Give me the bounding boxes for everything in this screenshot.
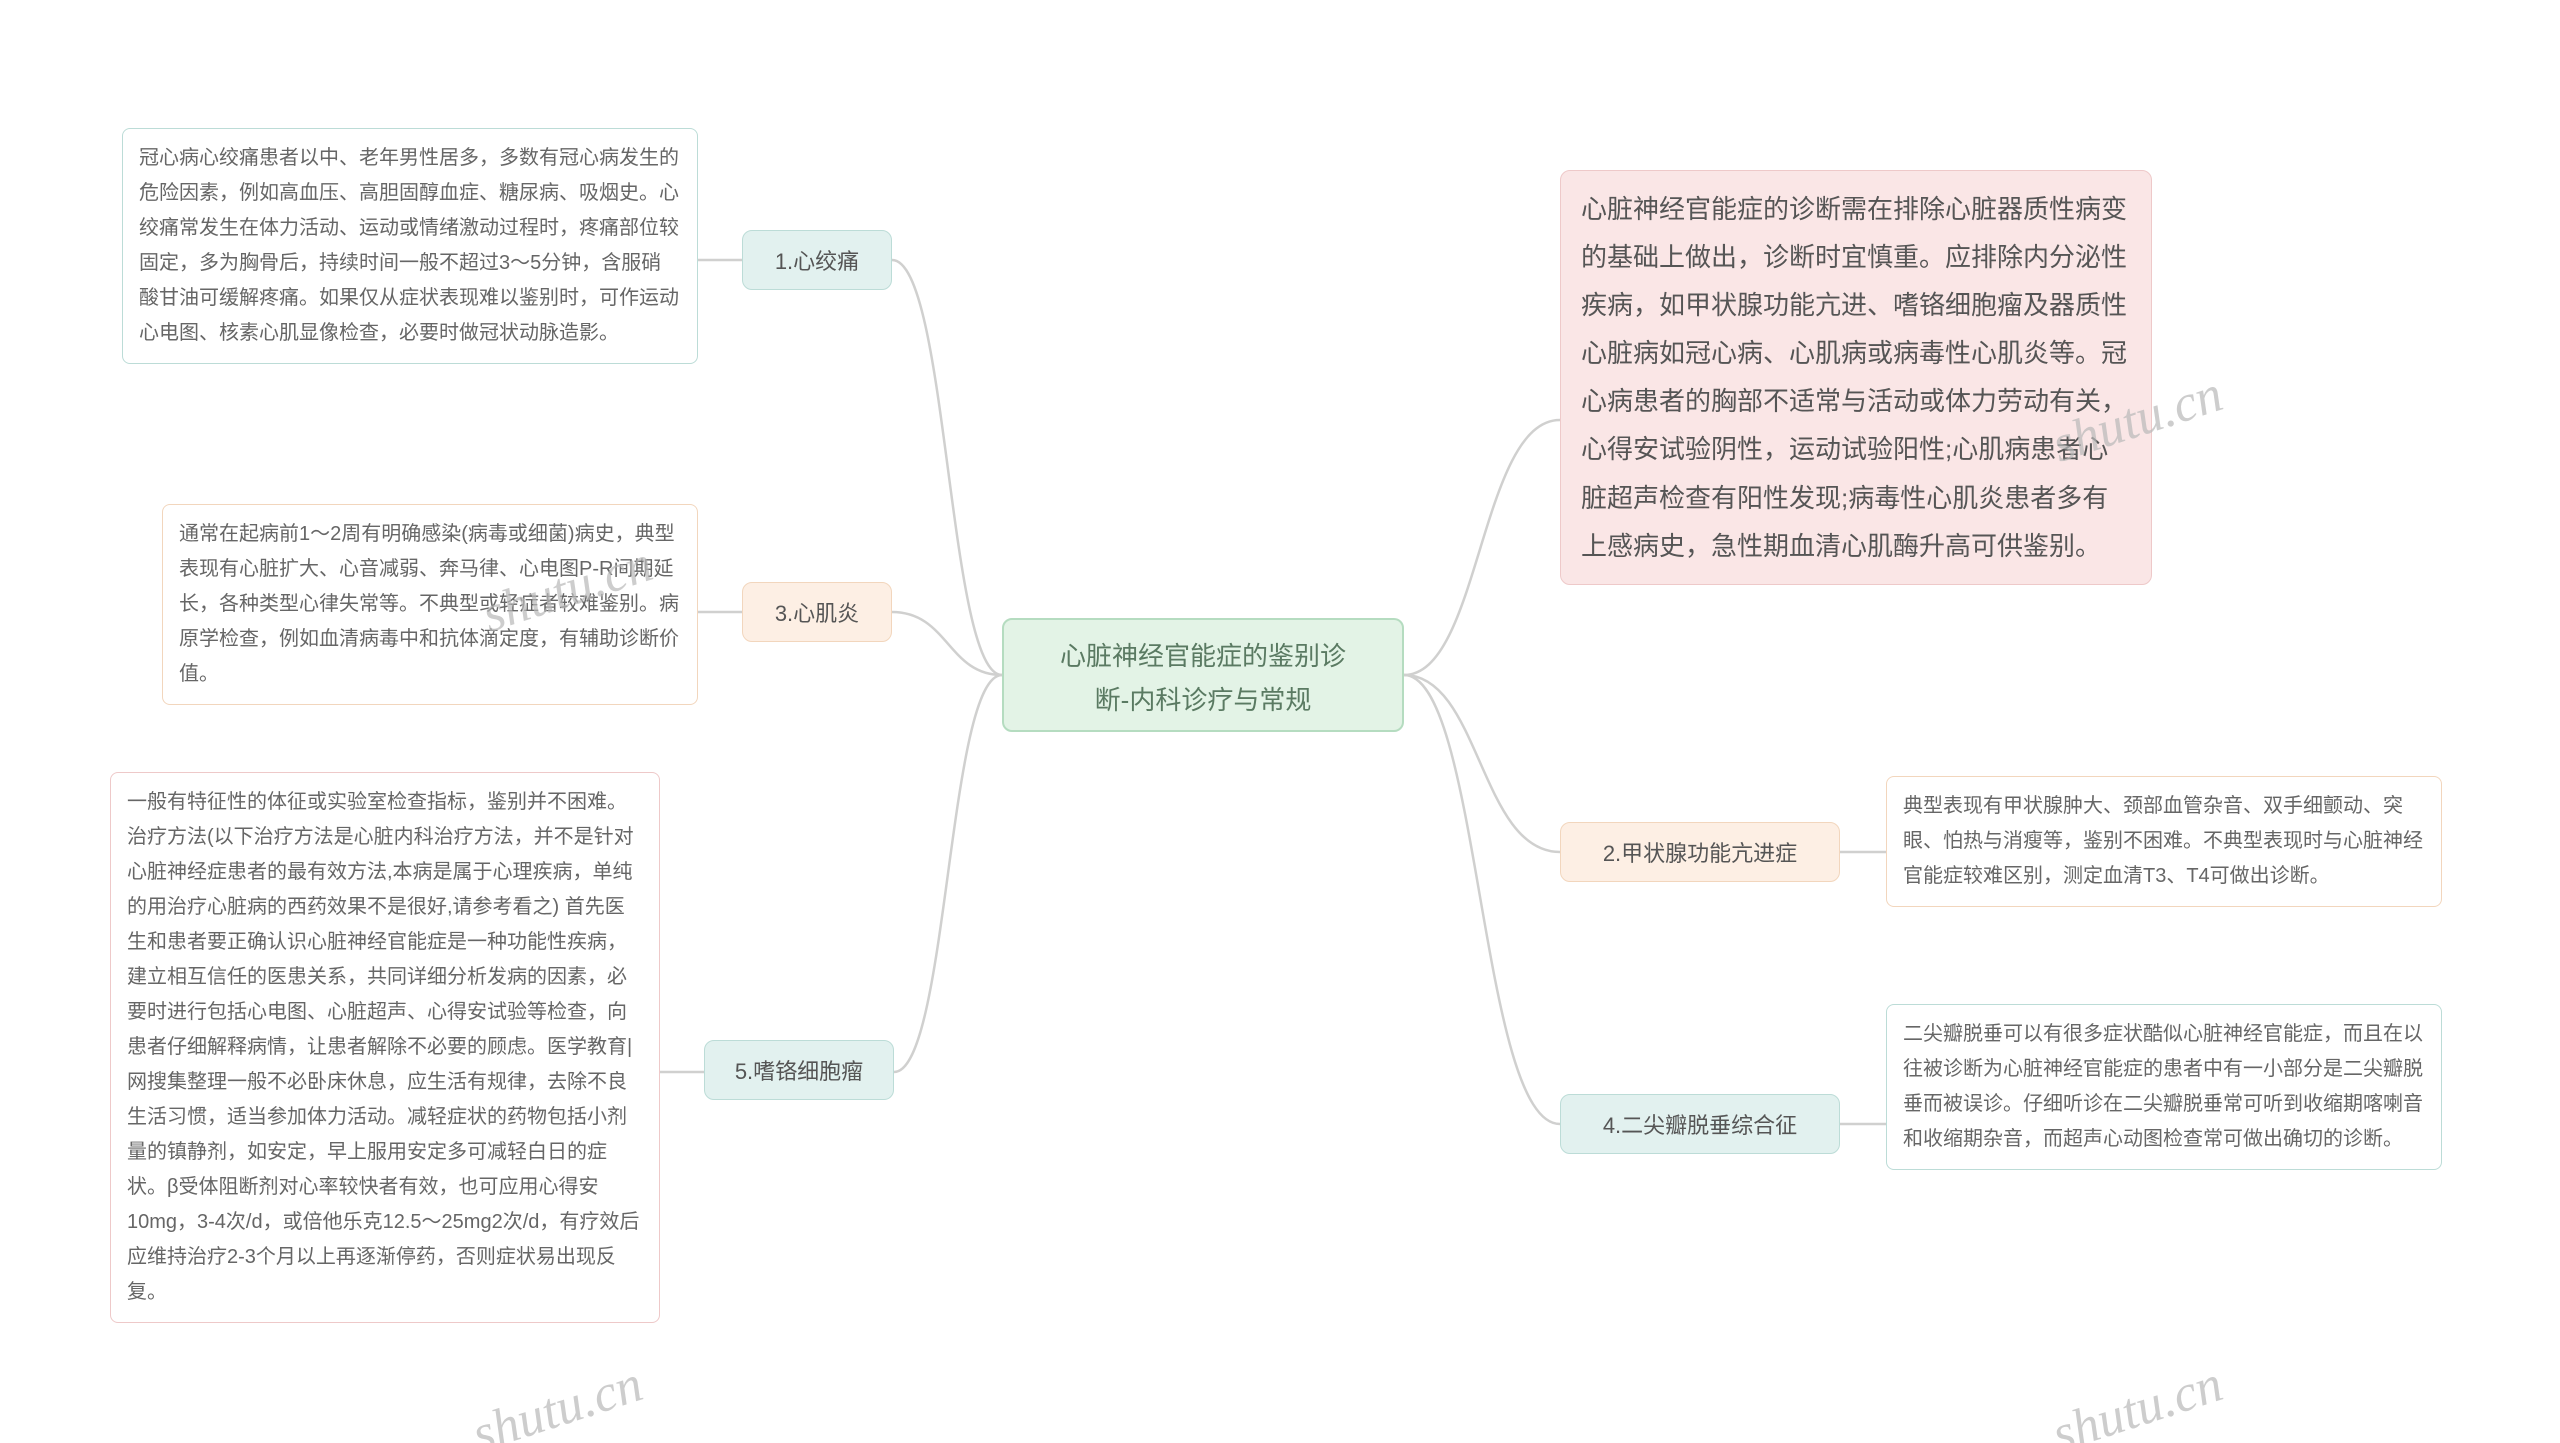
leaf-n3: 通常在起病前1～2周有明确感染(病毒或细菌)病史，典型表现有心脏扩大、心音减弱、…	[162, 504, 698, 705]
watermark: shutu.cn	[465, 1354, 649, 1443]
leaf-n2: 典型表现有甲状腺肿大、颈部血管杂音、双手细颤动、突眼、怕热与消瘦等，鉴别不困难。…	[1886, 776, 2442, 907]
branch-n1: 1.心绞痛	[742, 230, 892, 290]
leaf-n1: 冠心病心绞痛患者以中、老年男性居多，多数有冠心病发生的危险因素，例如高血压、高胆…	[122, 128, 698, 364]
leaf-n4: 二尖瓣脱垂可以有很多症状酷似心脏神经官能症，而且在以往被诊断为心脏神经官能症的患…	[1886, 1004, 2442, 1170]
branch-n5: 5.嗜铬细胞瘤	[704, 1040, 894, 1100]
center-line1: 心脏神经官能症的鉴别诊	[1024, 634, 1382, 678]
leaf-n5: 一般有特征性的体征或实验室检查指标，鉴别并不困难。治疗方法(以下治疗方法是心脏内…	[110, 772, 660, 1323]
summary-box: 心脏神经官能症的诊断需在排除心脏器质性病变的基础上做出，诊断时宜慎重。应排除内分…	[1560, 170, 2152, 585]
watermark: shutu.cn	[2045, 1354, 2229, 1443]
branch-n2: 2.甲状腺功能亢进症	[1560, 822, 1840, 882]
center-line2: 断-内科诊疗与常规	[1024, 678, 1382, 722]
branch-n3: 3.心肌炎	[742, 582, 892, 642]
branch-n4: 4.二尖瓣脱垂综合征	[1560, 1094, 1840, 1154]
center-node: 心脏神经官能症的鉴别诊 断-内科诊疗与常规	[1002, 618, 1404, 732]
